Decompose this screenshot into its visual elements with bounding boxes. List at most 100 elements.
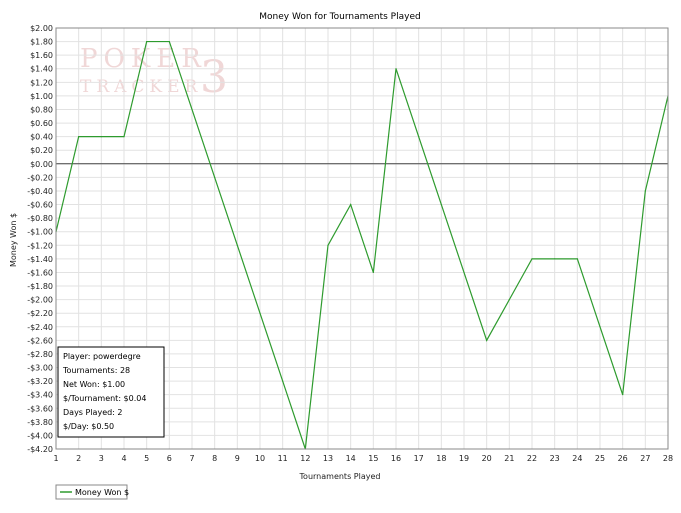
x-tick-label: 23 <box>550 454 560 463</box>
legend: Money Won $ <box>55 484 129 500</box>
watermark-line1: POKER <box>80 44 207 74</box>
x-tick-label: 8 <box>212 454 217 463</box>
player-info-box: Player: powerdegre Tournaments: 28 Net W… <box>57 346 165 438</box>
x-tick-label: 14 <box>346 454 356 463</box>
y-tick-label: -$1.80 <box>27 282 53 291</box>
x-tick-label: 20 <box>482 454 492 463</box>
data-point <box>327 244 329 246</box>
y-tick-label: -$1.40 <box>27 255 53 264</box>
x-tick-label: 22 <box>527 454 537 463</box>
data-point <box>486 339 488 341</box>
y-axis-label: Money Won $ <box>9 213 18 267</box>
data-point <box>282 380 284 382</box>
info-player: Player: powerdegre <box>63 352 141 361</box>
watermark-logo: POKER TRACKER 3 <box>80 44 228 103</box>
x-tick-label: 6 <box>167 454 172 463</box>
x-tick-label: 5 <box>144 454 149 463</box>
info-per-day: $/Day: $0.50 <box>63 422 114 431</box>
y-tick-label: $0.00 <box>30 160 53 169</box>
y-tick-label: $1.80 <box>30 38 53 47</box>
data-point <box>168 40 170 43</box>
y-tick-label: -$3.60 <box>27 404 53 413</box>
x-tick-label: 11 <box>278 454 288 463</box>
info-tournaments: Tournaments: 28 <box>62 366 130 375</box>
y-tick-label: -$4.00 <box>27 431 53 440</box>
x-tick-label: 27 <box>640 454 650 463</box>
chart-title: Money Won for Tournaments Played <box>259 12 420 22</box>
x-tick-label: 10 <box>255 454 265 463</box>
data-point <box>576 258 578 260</box>
x-tick-label: 1 <box>53 454 58 463</box>
plot-frame <box>55 27 669 450</box>
y-tick-label: -$1.20 <box>27 241 53 250</box>
y-tick-label: $1.20 <box>30 78 53 87</box>
y-tick-label: -$2.40 <box>27 323 53 332</box>
data-point <box>554 258 556 260</box>
info-per-tournament: $/Tournament: $0.04 <box>63 394 146 403</box>
data-point <box>395 68 397 70</box>
data-point <box>236 244 238 246</box>
x-axis-ticks: 1 2 3 4 5 6 7 8 9 10 11 12 13 14 15 16 17 18 19 20 21 22 23 24 2… <box>53 454 673 463</box>
y-tick-label: -$3.80 <box>27 418 53 427</box>
x-tick-label: 18 <box>436 454 446 463</box>
y-tick-label: -$2.00 <box>27 296 53 305</box>
x-tick-label: 12 <box>300 454 310 463</box>
watermark-version: 3 <box>200 52 228 103</box>
data-point <box>463 271 465 274</box>
legend-label: Money Won $ <box>75 488 129 497</box>
x-tick-label: 25 <box>595 454 605 463</box>
data-point <box>146 40 148 43</box>
x-tick-label: 17 <box>414 454 424 463</box>
data-point <box>622 394 624 396</box>
data-point <box>644 190 646 192</box>
y-tick-label: $1.00 <box>30 92 53 101</box>
data-point <box>599 326 601 328</box>
x-tick-label: 26 <box>618 454 628 463</box>
x-tick-label: 7 <box>189 454 194 463</box>
data-point <box>508 299 510 301</box>
y-tick-label: -$2.60 <box>27 336 53 345</box>
y-tick-label: $0.40 <box>30 133 53 142</box>
data-point <box>214 176 216 178</box>
data-point <box>418 136 420 138</box>
y-tick-label: $2.00 <box>30 24 53 33</box>
info-days-played: Days Played: 2 <box>63 408 123 417</box>
y-tick-label: $0.80 <box>30 105 53 114</box>
y-axis-ticks: $2.00 $1.80 $1.60 $1.40 $1.20 $1.00 $0.80 $0.60… <box>27 24 53 454</box>
x-axis-label: Tournaments Played <box>299 472 381 481</box>
info-net-won: Net Won: $1.00 <box>63 380 125 389</box>
data-point <box>440 203 442 206</box>
y-tick-label: -$2.80 <box>27 350 53 359</box>
data-point <box>259 312 261 314</box>
x-tick-label: 3 <box>99 454 104 463</box>
data-point <box>372 271 374 274</box>
y-tick-label: -$3.20 <box>27 377 53 386</box>
y-tick-label: -$0.40 <box>27 187 53 196</box>
y-tick-label: -$2.20 <box>27 309 53 318</box>
x-tick-label: 28 <box>663 454 673 463</box>
y-tick-label: -$3.00 <box>27 364 53 373</box>
y-tick-label: -$1.60 <box>27 268 53 277</box>
data-point <box>100 136 102 138</box>
x-tick-label: 9 <box>235 454 240 463</box>
x-tick-label: 19 <box>459 454 469 463</box>
y-tick-label: $1.40 <box>30 65 53 74</box>
x-tick-label: 4 <box>121 454 126 463</box>
x-tick-label: 15 <box>368 454 378 463</box>
y-tick-label: -$0.60 <box>27 201 53 210</box>
y-tick-label: $0.60 <box>30 119 53 128</box>
y-tick-label: -$1.00 <box>27 228 53 237</box>
y-tick-label: $0.20 <box>30 146 53 155</box>
x-tick-label: 13 <box>323 454 333 463</box>
data-point <box>191 108 193 111</box>
y-tick-label: -$4.20 <box>27 445 53 454</box>
data-point <box>531 258 533 260</box>
y-tick-label: $1.60 <box>30 51 53 60</box>
data-point <box>123 136 125 138</box>
x-tick-label: 24 <box>572 454 582 463</box>
x-tick-label: 21 <box>504 454 514 463</box>
series-line-money-won <box>55 40 669 450</box>
y-tick-label: -$0.80 <box>27 214 53 223</box>
x-tick-label: 16 <box>391 454 401 463</box>
